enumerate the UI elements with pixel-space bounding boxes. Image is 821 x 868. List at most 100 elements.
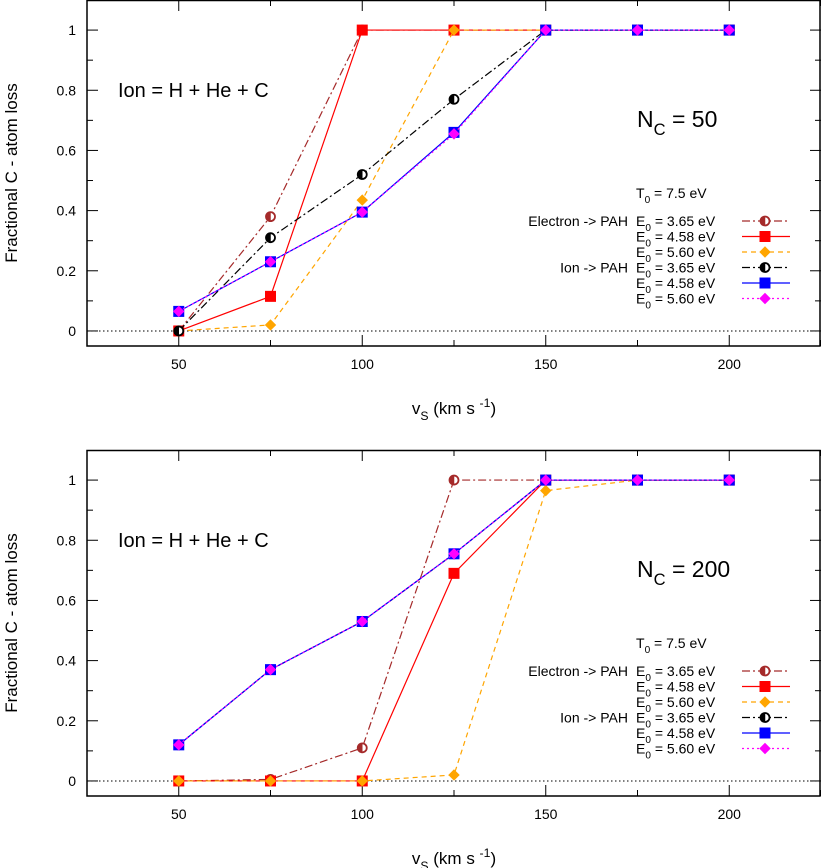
marker-half-circle-fill: [265, 211, 271, 222]
legend-marker: [759, 665, 771, 677]
y-tick-label: 1: [68, 472, 76, 488]
y-tick-label: 0.2: [57, 263, 77, 279]
legend-entry-label: E0 = 5.60 eV: [636, 694, 716, 715]
data-point: [265, 232, 276, 244]
series-6: [173, 474, 735, 751]
data-point: [631, 474, 644, 486]
data-point: [356, 206, 368, 218]
y-tick-label: 1: [68, 22, 76, 38]
y-tick-label: 0: [68, 773, 76, 789]
data-point: [265, 290, 276, 302]
y-tick-label: 0: [68, 323, 76, 339]
y-tick-label: 0.4: [57, 653, 77, 669]
x-tick-label: 100: [351, 356, 375, 372]
data-point: [264, 256, 277, 268]
data-point: [356, 194, 368, 206]
legend-marker: [759, 681, 771, 692]
data-point: [448, 93, 460, 105]
legend-entry-label: E0 = 5.60 eV: [636, 244, 716, 265]
x-tick-label: 200: [718, 806, 742, 822]
data-point: [723, 474, 735, 486]
marker-half-circle-fill: [449, 475, 455, 485]
data-point: [356, 169, 368, 180]
x-tick-label: 150: [534, 356, 558, 372]
data-point: [448, 128, 460, 140]
y-tick-label: 0.6: [57, 592, 77, 608]
data-point: [540, 24, 552, 36]
legend-marker: [759, 696, 771, 708]
data-point: [264, 775, 277, 787]
data-point: [356, 775, 368, 787]
marker-half-circle-fill: [760, 216, 766, 226]
data-point: [448, 567, 460, 579]
data-point: [540, 484, 552, 497]
data-point: [448, 474, 460, 486]
x-tick-label: 50: [171, 356, 187, 372]
x-tick-label: 150: [534, 806, 558, 822]
legend-group-label: Electron -> PAH: [528, 663, 628, 679]
marker-half-circle-fill: [357, 743, 363, 753]
data-point: [723, 24, 735, 36]
annotation-ion: Ion = H + He + C: [118, 530, 269, 552]
legend-marker: [759, 262, 771, 273]
y-tick-label: 0.6: [57, 142, 77, 158]
y-axis-label: Fractional C - atom loss: [2, 533, 21, 713]
x-axis-label: vS (km s -1): [412, 846, 496, 868]
legend-marker: [759, 231, 771, 242]
x-tick-label: 100: [351, 806, 375, 822]
annotation-t0: T0 = 7.5 eV: [636, 635, 707, 656]
x-tick-label: 50: [171, 806, 187, 822]
legend-group-label: Electron -> PAH: [528, 213, 628, 229]
data-point: [264, 319, 277, 331]
legend-entry-label: E0 = 4.58 eV: [636, 275, 716, 296]
legend-group-label: Ion -> PAH: [560, 710, 628, 726]
data-point: [448, 769, 460, 781]
annotation-nc: NC = 50: [637, 106, 717, 139]
marker-half-circle-fill: [449, 94, 455, 105]
legend-marker: [759, 712, 771, 723]
legend-marker: [759, 215, 771, 227]
legend-marker: [759, 727, 771, 739]
data-point: [448, 548, 460, 560]
y-tick-label: 0.4: [57, 203, 77, 219]
data-point: [540, 474, 552, 486]
legend-entry-label: E0 = 3.65 eV: [636, 710, 716, 731]
legend-marker: [759, 742, 771, 755]
chart-panel-2: 50 100 150 200 0 0.2 0.4 0.6 0.8 1 Fractional C - …: [2, 449, 821, 868]
data-point: [264, 663, 277, 676]
annotation-ion: Ion = H + He + C: [118, 80, 269, 102]
legend-entry-label: E0 = 3.65 eV: [636, 213, 716, 234]
data-point: [356, 24, 368, 36]
legend-group-label: Ion -> PAH: [560, 260, 628, 276]
data-point: [173, 739, 185, 751]
legend-entry-label: E0 = 3.65 eV: [636, 663, 716, 684]
data-point: [356, 742, 368, 754]
series-6: [173, 24, 735, 318]
data-point: [265, 211, 276, 223]
marker-half-circle-fill: [265, 232, 271, 243]
legend-entry-label: E0 = 5.60 eV: [636, 291, 716, 312]
legend-entry-label: E0 = 5.60 eV: [636, 741, 716, 762]
data-point: [173, 305, 185, 318]
y-tick-label: 0.2: [57, 713, 77, 729]
y-axis-label: Fractional C - atom loss: [2, 83, 21, 263]
annotation-nc: NC = 200: [637, 556, 730, 589]
marker-half-circle-fill: [174, 326, 179, 336]
legend-marker: [759, 246, 771, 258]
legend-entry-label: E0 = 4.58 eV: [636, 229, 716, 250]
y-tick-label: 0.8: [57, 532, 77, 548]
legend-entry-label: E0 = 3.65 eV: [636, 260, 716, 281]
data-point: [631, 24, 644, 36]
legend-marker: [759, 292, 771, 305]
plot-frame: [86, 449, 821, 797]
data-point: [173, 775, 185, 787]
legend-entry-label: E0 = 4.58 eV: [636, 679, 716, 700]
legend-marker: [759, 277, 771, 289]
y-tick-label: 0.8: [57, 82, 77, 98]
marker-half-circle-fill: [760, 262, 766, 273]
data-point: [448, 24, 460, 36]
x-tick-label: 200: [718, 356, 742, 372]
